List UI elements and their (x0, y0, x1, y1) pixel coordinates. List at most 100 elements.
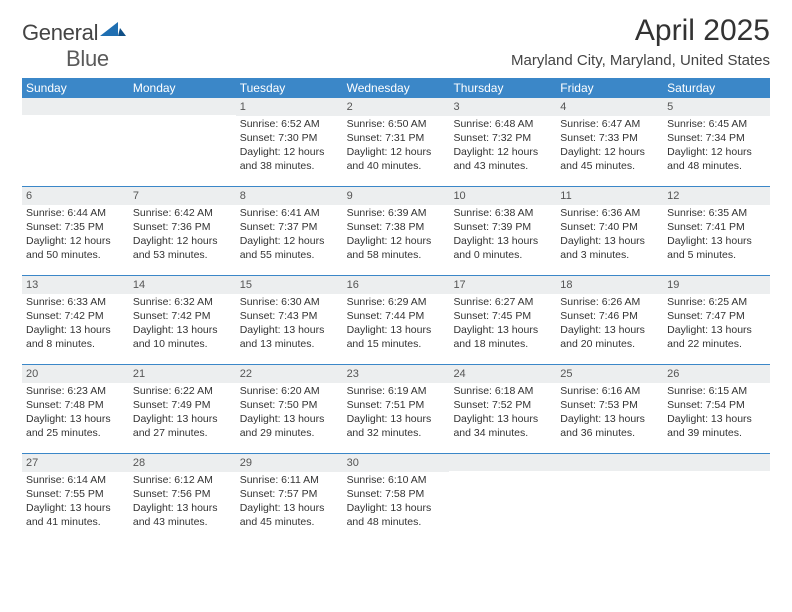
logo-word1: General (22, 20, 98, 45)
logo-mark (100, 20, 126, 45)
day-number: 6 (22, 187, 129, 205)
calendar-day: 26Sunrise: 6:15 AMSunset: 7:54 PMDayligh… (663, 365, 770, 453)
day-number: 7 (129, 187, 236, 205)
sunrise-text: Sunrise: 6:27 AM (453, 295, 552, 309)
calendar-day (129, 98, 236, 186)
sunrise-text: Sunrise: 6:11 AM (240, 473, 339, 487)
sunset-text: Sunset: 7:57 PM (240, 487, 339, 501)
calendar-day: 25Sunrise: 6:16 AMSunset: 7:53 PMDayligh… (556, 365, 663, 453)
day-body: Sunrise: 6:32 AMSunset: 7:42 PMDaylight:… (129, 294, 236, 356)
calendar-week: 6Sunrise: 6:44 AMSunset: 7:35 PM Daylight… (22, 186, 770, 275)
day-body: Sunrise: 6:35 AMSunset: 7:41 PMDaylight:… (663, 205, 770, 267)
daylight-text: Daylight: 13 hours and 3 minutes. (560, 234, 659, 262)
calendar-day: 19Sunrise: 6:25 AMSunset: 7:47 PMDayligh… (663, 276, 770, 364)
day-body: Sunrise: 6:50 AMSunset: 7:31 PMDaylight:… (343, 116, 450, 178)
calendar-day: 2Sunrise: 6:50 AMSunset: 7:31 PMDaylight… (343, 98, 450, 186)
daylight-text: Daylight: 13 hours and 18 minutes. (453, 323, 552, 351)
sunset-text: Sunset: 7:44 PM (347, 309, 446, 323)
calendar: Sunday Monday Tuesday Wednesday Thursday… (22, 78, 770, 542)
calendar-day: 21Sunrise: 6:22 AMSunset: 7:49 PMDayligh… (129, 365, 236, 453)
day-body: Sunrise: 6:27 AMSunset: 7:45 PMDaylight:… (449, 294, 556, 356)
calendar-day: 1Sunrise: 6:52 AMSunset: 7:30 PMDaylight… (236, 98, 343, 186)
sunrise-text: Sunrise: 6:23 AM (26, 384, 125, 398)
day-body: Sunrise: 6:12 AMSunset: 7:56 PMDaylight:… (129, 472, 236, 534)
sunrise-text: Sunrise: 6:25 AM (667, 295, 766, 309)
daylight-text: Daylight: 13 hours and 13 minutes. (240, 323, 339, 351)
day-body: Sunrise: 6:52 AMSunset: 7:30 PMDaylight:… (236, 116, 343, 178)
calendar-day: 15Sunrise: 6:30 AMSunset: 7:43 PMDayligh… (236, 276, 343, 364)
day-number: 9 (343, 187, 450, 205)
sunrise-text: Sunrise: 6:47 AM (560, 117, 659, 131)
day-body: Sunrise: 6:30 AMSunset: 7:43 PMDaylight:… (236, 294, 343, 356)
sunset-text: Sunset: 7:51 PM (347, 398, 446, 412)
daylight-text: Daylight: 12 hours and 38 minutes. (240, 145, 339, 173)
daylight-text: Daylight: 13 hours and 45 minutes. (240, 501, 339, 529)
day-number: 28 (129, 454, 236, 472)
daylight-text: Daylight: 13 hours and 41 minutes. (26, 501, 125, 529)
sunrise-text: Sunrise: 6:52 AM (240, 117, 339, 131)
sunrise-text: Sunrise: 6:48 AM (453, 117, 552, 131)
page: GeneralBlue April 2025 Maryland City, Ma… (0, 0, 792, 542)
day-number: 8 (236, 187, 343, 205)
day-number: 23 (343, 365, 450, 383)
daylight-text: Daylight: 12 hours and 58 minutes. (347, 234, 446, 262)
day-body: Sunrise: 6:48 AMSunset: 7:32 PMDaylight:… (449, 116, 556, 178)
calendar-day: 24Sunrise: 6:18 AMSunset: 7:52 PMDayligh… (449, 365, 556, 453)
weekday-header-row: Sunday Monday Tuesday Wednesday Thursday… (22, 78, 770, 98)
page-subtitle: Maryland City, Maryland, United States (511, 52, 770, 69)
sunset-text: Sunset: 7:46 PM (560, 309, 659, 323)
day-number: 16 (343, 276, 450, 294)
daylight-text: Daylight: 13 hours and 29 minutes. (240, 412, 339, 440)
day-body: Sunrise: 6:33 AMSunset: 7:42 PMDaylight:… (22, 294, 129, 356)
calendar-day: 13Sunrise: 6:33 AMSunset: 7:42 PMDayligh… (22, 276, 129, 364)
weekday-header: Sunday (22, 78, 129, 98)
calendar-day: 3Sunrise: 6:48 AMSunset: 7:32 PMDaylight… (449, 98, 556, 186)
daylight-text: Daylight: 13 hours and 34 minutes. (453, 412, 552, 440)
sunset-text: Sunset: 7:56 PM (133, 487, 232, 501)
sunset-text: Sunset: 7:31 PM (347, 131, 446, 145)
calendar-day: 18Sunrise: 6:26 AMSunset: 7:46 PMDayligh… (556, 276, 663, 364)
day-body: Sunrise: 6:23 AMSunset: 7:48 PMDaylight:… (22, 383, 129, 445)
sunrise-text: Sunrise: 6:18 AM (453, 384, 552, 398)
sunset-text: Sunset: 7:52 PM (453, 398, 552, 412)
sunset-text: Sunset: 7:42 PM (26, 309, 125, 323)
calendar-day: 27Sunrise: 6:14 AMSunset: 7:55 PMDayligh… (22, 454, 129, 542)
sunrise-text: Sunrise: 6:10 AM (347, 473, 446, 487)
day-body: Sunrise: 6:18 AMSunset: 7:52 PMDaylight:… (449, 383, 556, 445)
sunset-text: Sunset: 7:50 PM (240, 398, 339, 412)
sunrise-text: Sunrise: 6:29 AM (347, 295, 446, 309)
calendar-day: 20Sunrise: 6:23 AMSunset: 7:48 PMDayligh… (22, 365, 129, 453)
sunrise-text: Sunrise: 6:50 AM (347, 117, 446, 131)
day-body: Sunrise: 6:25 AMSunset: 7:47 PMDaylight:… (663, 294, 770, 356)
weekday-header: Saturday (663, 78, 770, 98)
weekday-header: Friday (556, 78, 663, 98)
daylight-text: Daylight: 12 hours and 43 minutes. (453, 145, 552, 173)
day-body: Sunrise: 6:36 AMSunset: 7:40 PMDaylight:… (556, 205, 663, 267)
calendar-day: 12Sunrise: 6:35 AMSunset: 7:41 PMDayligh… (663, 187, 770, 275)
sunset-text: Sunset: 7:35 PM (26, 220, 125, 234)
daylight-text: Daylight: 13 hours and 36 minutes. (560, 412, 659, 440)
day-number (22, 98, 129, 115)
calendar-day: 28Sunrise: 6:12 AMSunset: 7:56 PMDayligh… (129, 454, 236, 542)
sunrise-text: Sunrise: 6:19 AM (347, 384, 446, 398)
weekday-header: Thursday (449, 78, 556, 98)
sunrise-text: Sunrise: 6:44 AM (26, 206, 125, 220)
calendar-day: 30Sunrise: 6:10 AMSunset: 7:58 PMDayligh… (343, 454, 450, 542)
sunrise-text: Sunrise: 6:14 AM (26, 473, 125, 487)
logo: GeneralBlue (22, 20, 126, 72)
sunset-text: Sunset: 7:49 PM (133, 398, 232, 412)
sunset-text: Sunset: 7:30 PM (240, 131, 339, 145)
day-number: 10 (449, 187, 556, 205)
day-body: Sunrise: 6:39 AMSunset: 7:38 PMDaylight:… (343, 205, 450, 267)
day-body: Sunrise: 6:19 AMSunset: 7:51 PMDaylight:… (343, 383, 450, 445)
day-body: Sunrise: 6:20 AMSunset: 7:50 PMDaylight:… (236, 383, 343, 445)
sunrise-text: Sunrise: 6:16 AM (560, 384, 659, 398)
sunset-text: Sunset: 7:39 PM (453, 220, 552, 234)
day-number: 20 (22, 365, 129, 383)
sunset-text: Sunset: 7:41 PM (667, 220, 766, 234)
sunset-text: Sunset: 7:58 PM (347, 487, 446, 501)
daylight-text: Daylight: 13 hours and 10 minutes. (133, 323, 232, 351)
calendar-week: 20Sunrise: 6:23 AMSunset: 7:48 PMDayligh… (22, 364, 770, 453)
calendar-day (556, 454, 663, 542)
day-body: Sunrise: 6:26 AMSunset: 7:46 PMDaylight:… (556, 294, 663, 356)
